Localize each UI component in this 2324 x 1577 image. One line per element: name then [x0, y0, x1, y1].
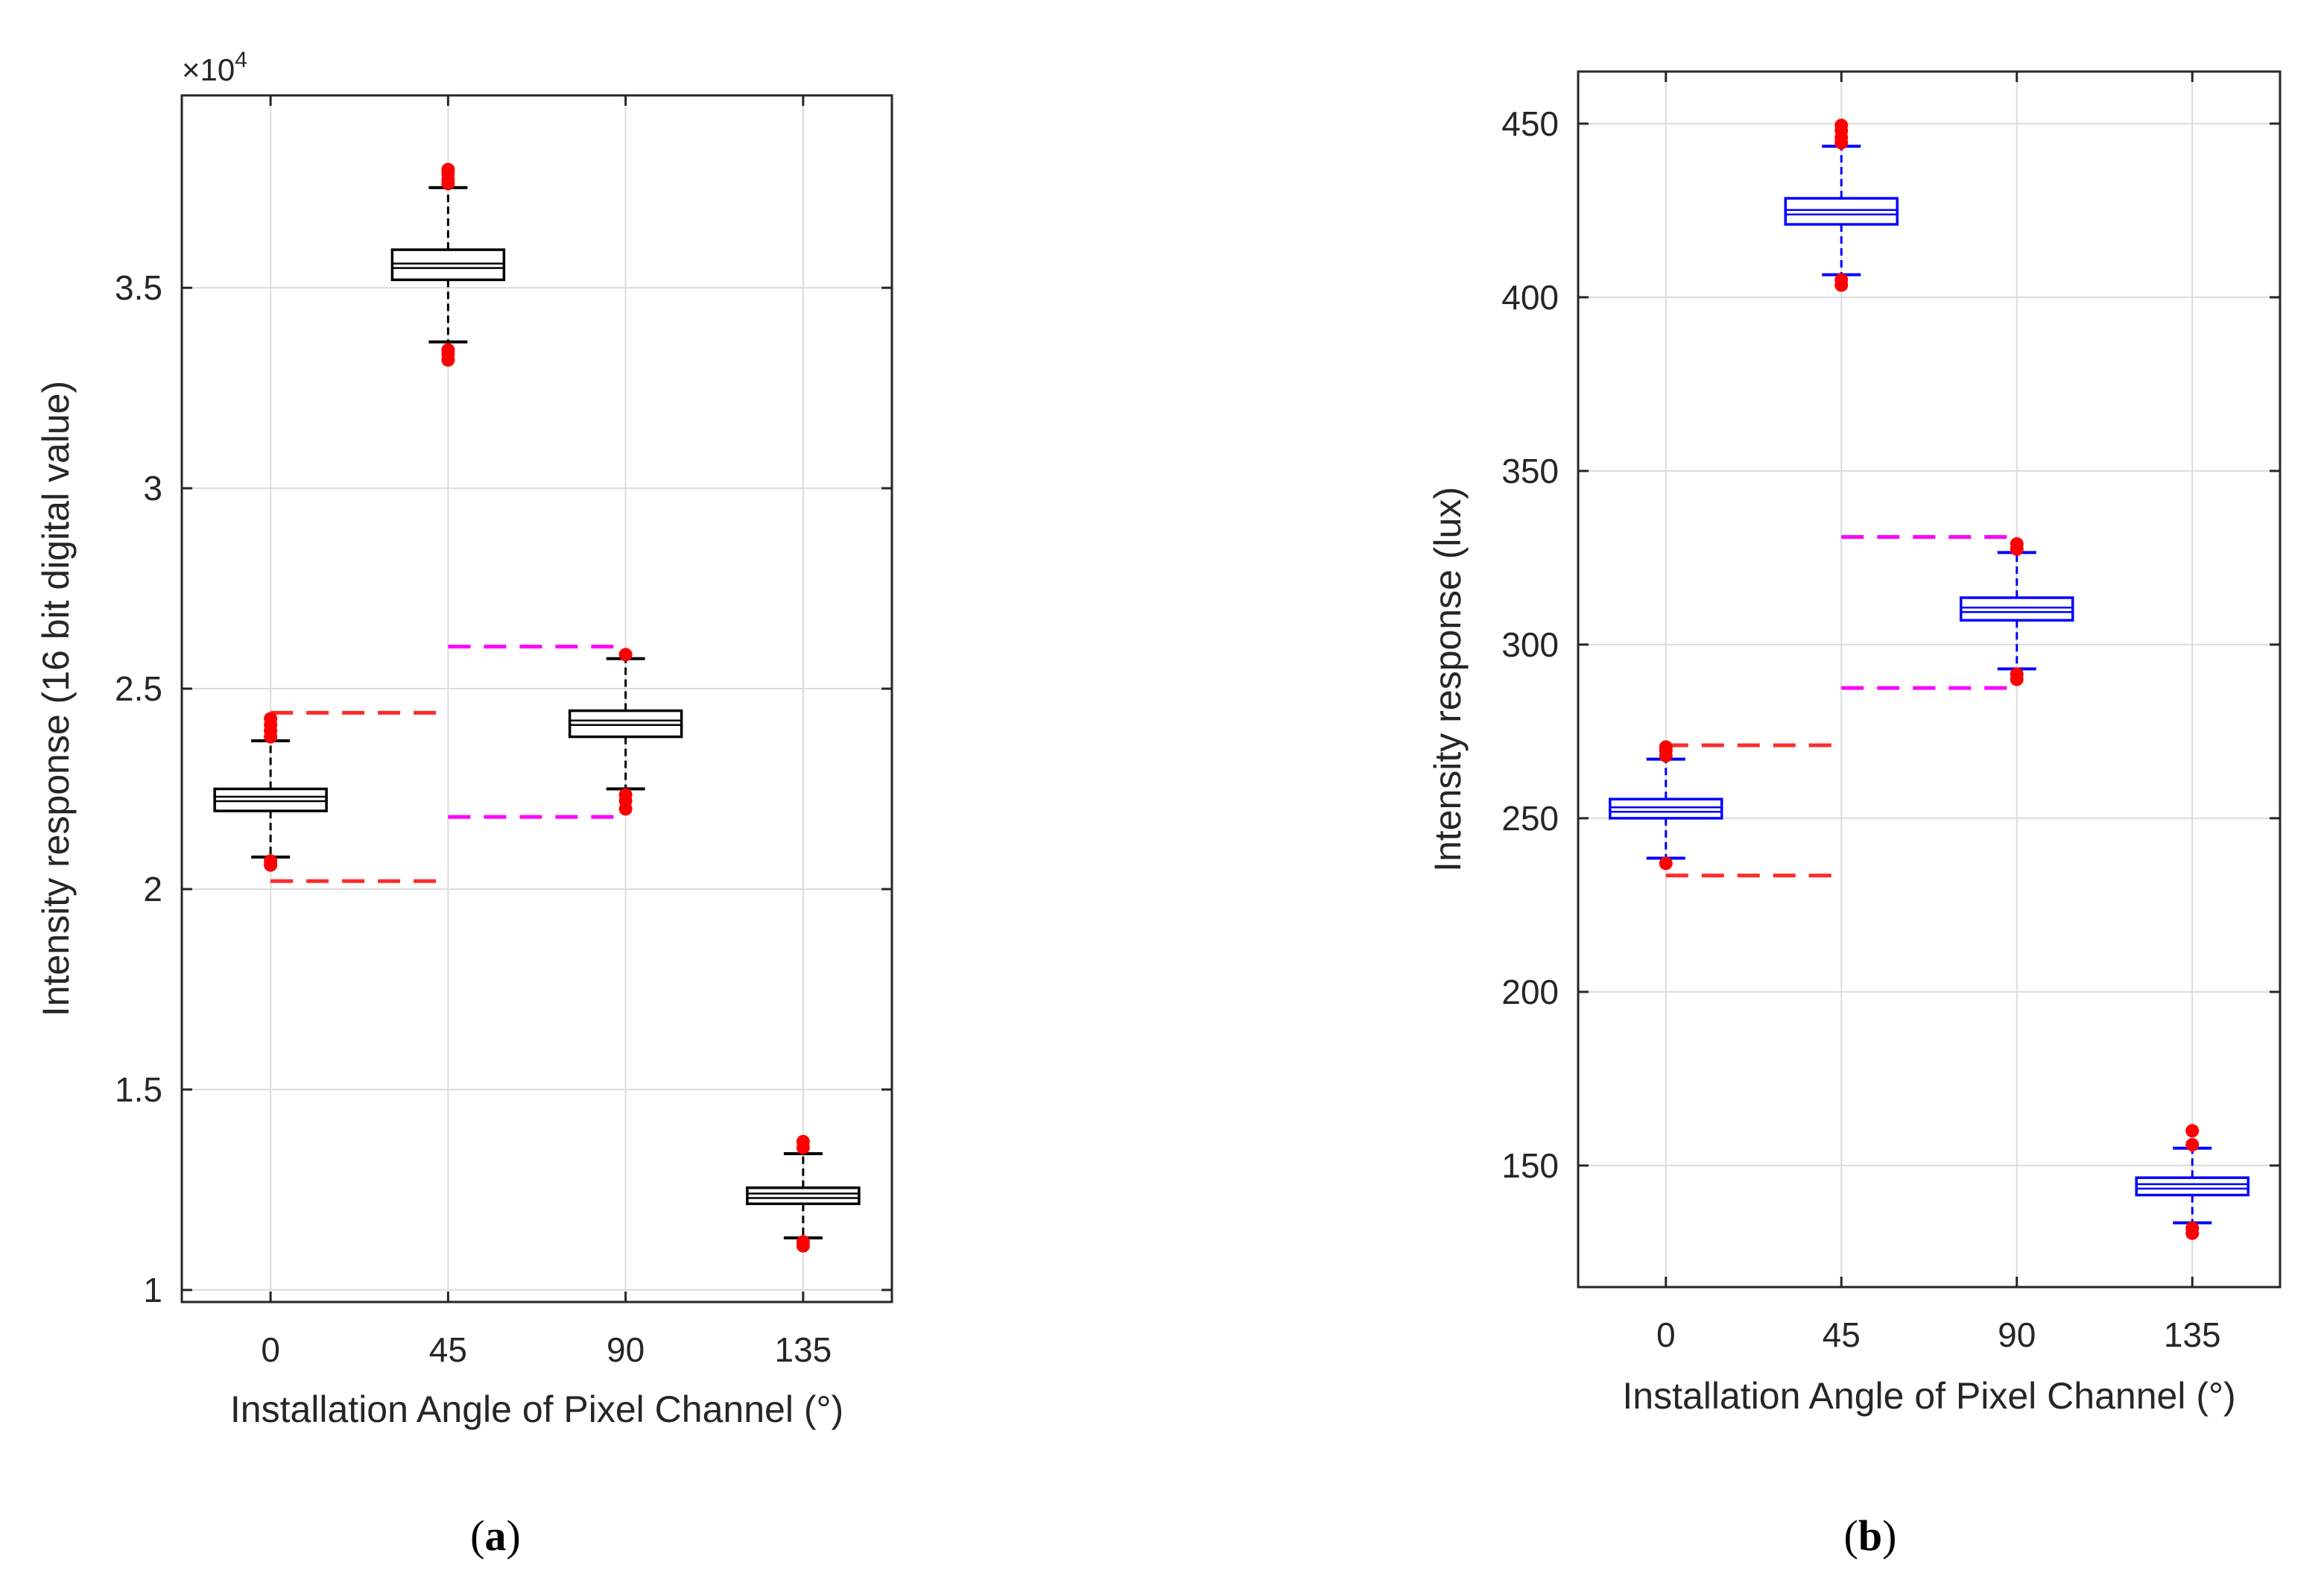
y-tick-label: 150	[1501, 1146, 1559, 1185]
x-tick-label: 90	[1998, 1315, 2036, 1354]
chart-panel-a: 1 1.5 2 2.5 3 3.5 0 45 90 135 ×104 Installation A…	[35, 48, 893, 1560]
y-axis-label: Intensity response (lux)	[1427, 487, 1469, 872]
box-series	[1609, 118, 2249, 1240]
outlier-point	[1659, 740, 1673, 754]
chart-panel-b: 150 200 250 300 350 400 450 0 45 90 135 Installati…	[1427, 70, 2282, 1560]
x-tick-label: 90	[607, 1330, 645, 1369]
panel-letter-b: b	[1858, 1511, 1882, 1560]
outlier-point	[2185, 1137, 2200, 1151]
y-tick-label: 350	[1501, 452, 1559, 490]
y-tick-label: 1	[143, 1271, 162, 1309]
box-45	[390, 162, 506, 367]
outlier-point	[796, 1235, 810, 1249]
tick-labels: 150 200 250 300 350 400 450 0 45 90 135	[1501, 72, 2280, 1354]
outlier-point	[796, 1134, 810, 1148]
x-tick-label: 135	[2164, 1315, 2221, 1354]
box-iqr	[568, 709, 683, 739]
y-tick-label: 250	[1501, 799, 1559, 838]
tick-labels: 1 1.5 2 2.5 3 3.5 0 45 90 135	[115, 95, 892, 1369]
box-45	[1784, 118, 1899, 292]
box-90	[568, 648, 683, 816]
outlier-point	[441, 162, 455, 177]
y-tick-label: 400	[1501, 278, 1559, 317]
box-0	[1609, 740, 1723, 870]
y-tick-label: 300	[1501, 625, 1559, 664]
y-axis-multiplier: ×104	[182, 48, 247, 87]
y-tick-label: 3	[143, 469, 162, 508]
y-tick-label: 2	[143, 870, 162, 908]
x-axis-label: Installation Angle of Pixel Channel (°)	[1622, 1375, 2235, 1417]
y-tick-label: 1.5	[115, 1070, 162, 1109]
box-iqr	[390, 248, 506, 282]
outlier-point	[618, 788, 633, 802]
y-axis-label: Intensity response (16 bit digital value…	[35, 381, 77, 1017]
x-axis-label: Installation Angle of Pixel Channel (°)	[230, 1388, 843, 1430]
y-axis-multiplier-base: ×10	[182, 52, 235, 87]
box-90	[1960, 537, 2074, 686]
y-axis-multiplier-exponent: 4	[235, 48, 247, 72]
y-tick-label: 450	[1501, 104, 1559, 143]
outlier-point	[264, 854, 278, 868]
x-tick-label: 0	[1656, 1315, 1676, 1354]
outlier-point	[2010, 537, 2024, 551]
x-tick-label: 0	[261, 1330, 280, 1369]
panel-label-b: (b)	[1844, 1511, 1897, 1560]
outlier-point	[2185, 1124, 2200, 1138]
outlier-point	[618, 648, 633, 662]
box-iqr	[1960, 596, 2074, 622]
box-iqr	[213, 787, 328, 812]
reference-lines	[270, 645, 626, 883]
box-iqr	[2135, 1176, 2249, 1197]
reference-lines	[1665, 534, 2017, 878]
box-iqr	[746, 1186, 861, 1205]
outlier-point	[1659, 856, 1673, 870]
panel-letter-a: a	[485, 1511, 507, 1560]
y-tick-label: 200	[1501, 973, 1559, 1011]
box-135	[2135, 1124, 2249, 1240]
outlier-point	[264, 712, 278, 726]
panel-label-a: (a)	[470, 1511, 521, 1560]
x-tick-label: 135	[775, 1330, 832, 1369]
outlier-point	[441, 343, 455, 357]
box-series	[213, 162, 861, 1253]
outlier-point	[1834, 118, 1849, 133]
x-tick-label: 45	[429, 1330, 467, 1369]
y-tick-label: 2.5	[115, 669, 162, 708]
box-iqr	[1609, 797, 1723, 820]
outlier-point	[2010, 667, 2024, 681]
x-tick-label: 45	[1823, 1315, 1861, 1354]
box-135	[746, 1134, 861, 1253]
box-iqr	[1784, 197, 1899, 226]
plot-frame	[180, 94, 893, 1303]
y-tick-label: 3.5	[115, 268, 162, 307]
outlier-point	[1834, 273, 1849, 287]
box-0	[213, 712, 328, 872]
plot-frame	[1577, 70, 2282, 1289]
outlier-point	[2185, 1221, 2200, 1235]
